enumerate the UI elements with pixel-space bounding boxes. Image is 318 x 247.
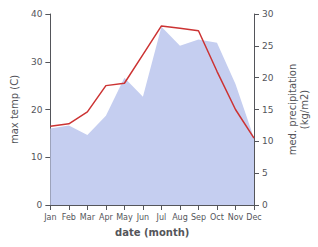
svg-text:Feb: Feb xyxy=(62,213,76,222)
svg-text:15: 15 xyxy=(262,105,273,115)
svg-text:10: 10 xyxy=(262,136,274,146)
svg-text:Jun: Jun xyxy=(136,213,150,222)
svg-text:date (month): date (month) xyxy=(115,227,189,238)
svg-text:20: 20 xyxy=(262,73,274,83)
svg-text:May: May xyxy=(116,213,133,222)
svg-text:Sep: Sep xyxy=(191,213,206,222)
svg-text:(kg/m2): (kg/m2) xyxy=(299,90,310,130)
svg-text:25: 25 xyxy=(262,41,273,51)
svg-text:Oct: Oct xyxy=(210,213,224,222)
svg-text:30: 30 xyxy=(262,9,274,19)
svg-text:0: 0 xyxy=(262,200,268,210)
svg-text:Aug: Aug xyxy=(172,213,188,222)
svg-text:med. precipitation: med. precipitation xyxy=(287,64,298,156)
svg-text:Nov: Nov xyxy=(228,213,244,222)
svg-text:0: 0 xyxy=(37,200,43,210)
svg-text:10: 10 xyxy=(31,152,43,162)
svg-text:5: 5 xyxy=(262,168,268,178)
svg-text:Mar: Mar xyxy=(80,213,96,222)
svg-text:Apr: Apr xyxy=(99,213,114,222)
svg-text:Dec: Dec xyxy=(246,213,261,222)
svg-text:Jul: Jul xyxy=(156,213,167,222)
svg-text:30: 30 xyxy=(31,57,43,67)
svg-text:40: 40 xyxy=(31,9,43,19)
svg-text:20: 20 xyxy=(31,105,43,115)
svg-text:Jan: Jan xyxy=(43,213,56,222)
svg-text:max temp (C): max temp (C) xyxy=(9,75,20,144)
